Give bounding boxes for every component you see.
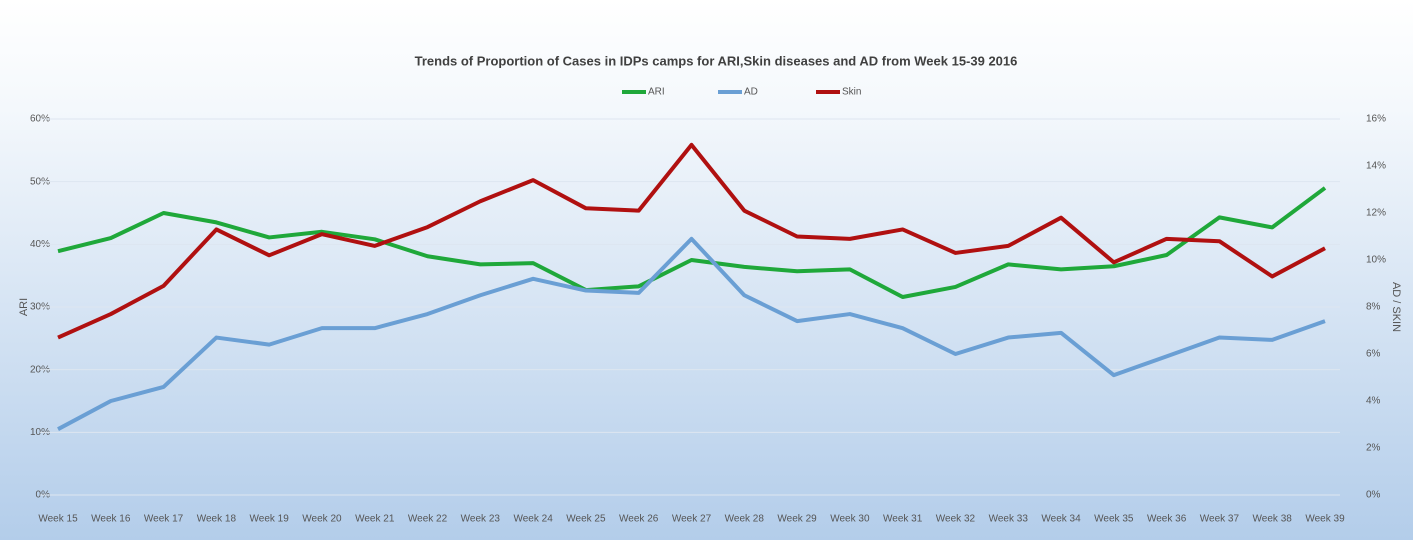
x-tick-label: Week 18	[197, 514, 237, 525]
y2-tick-label: 10%	[1366, 255, 1386, 266]
y2-tick-label: 14%	[1366, 161, 1386, 172]
y2-axis-label: AD / SKIN	[1390, 282, 1402, 332]
x-tick-label: Week 38	[1253, 514, 1293, 525]
x-tick-label: Week 32	[936, 514, 976, 525]
x-tick-label: Week 31	[883, 514, 923, 525]
line-series	[57, 236, 1326, 431]
x-tick-label: Week 16	[91, 514, 131, 525]
x-tick-label: Week 19	[250, 514, 290, 525]
x-tick-label: Week 20	[302, 514, 342, 525]
x-tick-label: Week 23	[461, 514, 501, 525]
x-tick-label: Week 17	[144, 514, 184, 525]
x-tick-label: Week 37	[1200, 514, 1240, 525]
x-tick-label: Week 27	[672, 514, 712, 525]
x-tick-label: Week 39	[1305, 514, 1345, 525]
x-tick-label: Week 35	[1094, 514, 1134, 525]
y2-tick-label: 16%	[1366, 114, 1386, 125]
x-tick-label: Week 25	[566, 514, 606, 525]
x-tick-label: Week 29	[777, 514, 817, 525]
x-tick-label: Week 21	[355, 514, 395, 525]
y-axis-label: ARI	[18, 298, 30, 316]
y2-tick-label: 2%	[1366, 443, 1381, 454]
y2-tick-label: 12%	[1366, 208, 1386, 219]
line-series	[57, 186, 1327, 299]
x-tick-label: Week 30	[830, 514, 870, 525]
x-tick-label: Week 15	[38, 514, 78, 525]
x-tick-label: Week 34	[1041, 514, 1081, 525]
y2-tick-label: 0%	[1366, 490, 1381, 501]
y2-tick-label: 6%	[1366, 349, 1381, 360]
x-tick-label: Week 28	[725, 514, 765, 525]
x-tick-label: Week 26	[619, 514, 659, 525]
x-tick-label: Week 33	[989, 514, 1029, 525]
y2-tick-label: 8%	[1366, 302, 1381, 313]
y2-tick-label: 4%	[1366, 396, 1381, 407]
legend-label: ARI	[648, 87, 665, 98]
x-tick-label: Week 24	[513, 514, 553, 525]
line-series	[57, 142, 1326, 340]
x-tick-label: Week 36	[1147, 514, 1187, 525]
legend-label: AD	[744, 87, 758, 98]
x-tick-label: Week 22	[408, 514, 448, 525]
chart-title: Trends of Proportion of Cases in IDPs ca…	[415, 53, 1018, 68]
legend-label: Skin	[842, 87, 861, 98]
